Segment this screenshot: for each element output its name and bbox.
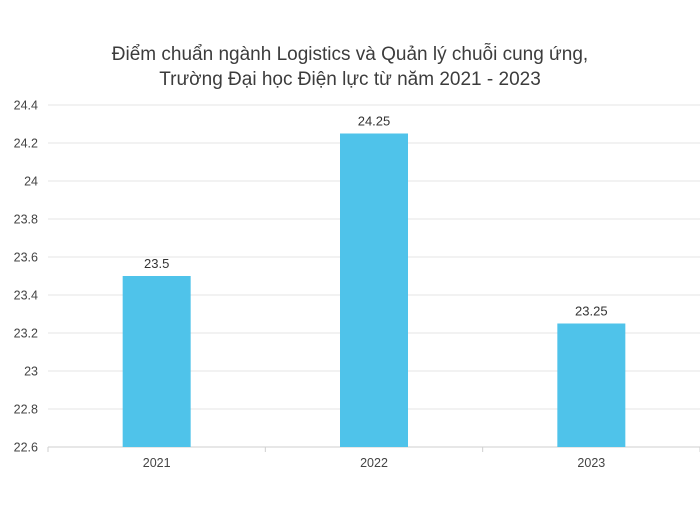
x-tick-label: 2023 xyxy=(577,456,605,470)
y-tick-label: 24.4 xyxy=(14,99,38,113)
data-label: 24.25 xyxy=(358,114,391,129)
y-tick-label: 23.6 xyxy=(14,251,38,265)
chart-title-line-1: Điểm chuẩn ngành Logistics và Quản lý ch… xyxy=(111,44,589,65)
x-tick-label: 2022 xyxy=(360,456,388,470)
bar xyxy=(557,323,626,447)
data-label: 23.5 xyxy=(144,256,169,271)
y-tick-label: 23.2 xyxy=(14,327,38,341)
y-tick-label: 24.2 xyxy=(14,137,38,151)
y-tick-label: 24 xyxy=(24,175,38,189)
y-tick-label: 23.8 xyxy=(14,213,38,227)
y-tick-label: 22.8 xyxy=(14,403,38,417)
x-tick-label: 2021 xyxy=(143,456,171,470)
chart-title-line-2: Trường Đại học Điện lực từ năm 2021 - 20… xyxy=(159,69,541,90)
y-tick-label: 23 xyxy=(24,365,38,379)
y-tick-label: 23.4 xyxy=(14,289,38,303)
data-label: 23.25 xyxy=(575,304,608,319)
chart-title: Điểm chuẩn ngành Logistics và Quản lý ch… xyxy=(0,42,700,92)
bar xyxy=(122,276,191,447)
bar xyxy=(340,133,408,447)
y-tick-label: 22.6 xyxy=(14,441,38,455)
